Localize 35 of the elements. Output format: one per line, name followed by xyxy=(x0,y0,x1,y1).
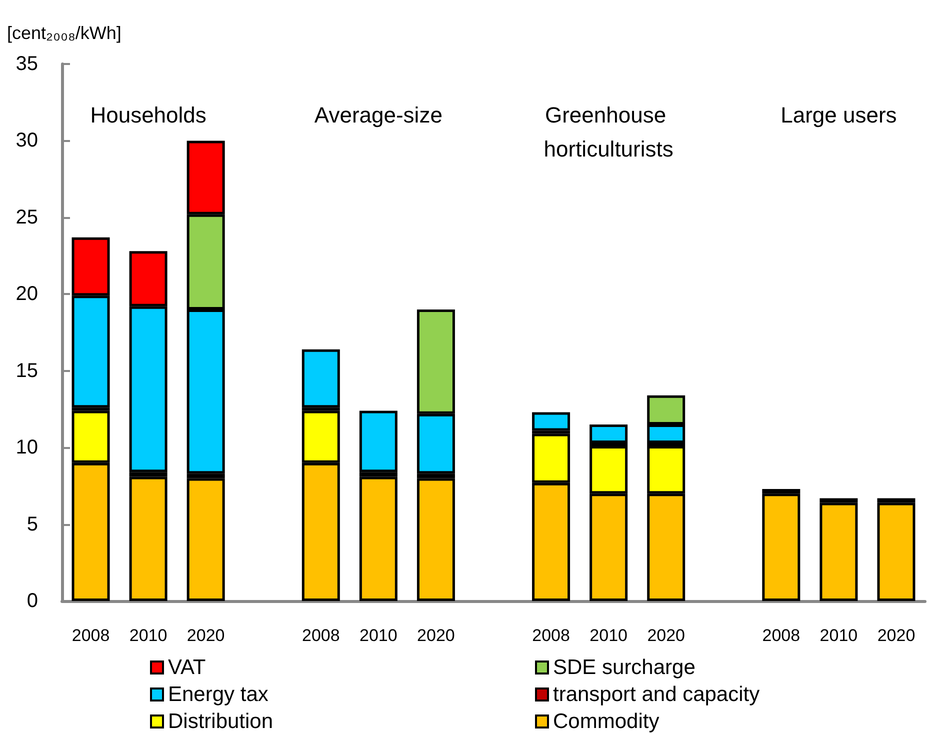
annotation: Greenhouse horticulturists xyxy=(544,102,674,162)
x-tick-label: 2008 xyxy=(302,626,340,645)
annotation: Large users xyxy=(780,102,897,128)
x-tick-label: 2010 xyxy=(360,626,398,645)
x-tick-label: 2010 xyxy=(820,626,858,645)
bar xyxy=(302,349,340,408)
legend-label: Energy tax xyxy=(168,683,269,706)
y-tick-label: 15 xyxy=(16,360,38,382)
x-tick-label: 2010 xyxy=(129,626,168,645)
legend-label: Distribution xyxy=(168,710,274,733)
x-tick-label: 2008 xyxy=(762,626,800,645)
legend-label: Commodity xyxy=(553,710,660,733)
y-tick-label: 30 xyxy=(16,130,38,152)
x-tick-label: 2020 xyxy=(647,626,686,645)
y-axis-title: [cent₂₀₀₈/kWh] xyxy=(7,23,122,43)
x-tick-label: 2020 xyxy=(417,626,455,645)
legend-label: VAT xyxy=(168,656,206,679)
x-tick-label: 2008 xyxy=(532,626,570,645)
bar xyxy=(532,412,570,431)
y-tick-label: 10 xyxy=(16,436,38,459)
y-tick-label: 0 xyxy=(26,590,38,612)
y-tick-label: 20 xyxy=(16,283,38,306)
legend-label: transport and capacity xyxy=(553,683,760,706)
x-tick-label: 2008 xyxy=(72,626,110,645)
y-tick-label: 5 xyxy=(26,513,38,536)
y-tick-label: 35 xyxy=(16,53,38,75)
x-tick-label: 2020 xyxy=(186,626,225,645)
x-tick-label: 2020 xyxy=(877,626,916,645)
y-tick-label: 25 xyxy=(16,206,38,228)
legend-label: SDE surcharge xyxy=(553,656,696,679)
x-tick-label: 2010 xyxy=(590,626,628,645)
bar xyxy=(590,424,628,443)
annotation: Households xyxy=(90,102,206,128)
bar xyxy=(359,410,398,472)
annotation: Average-size xyxy=(314,102,442,128)
